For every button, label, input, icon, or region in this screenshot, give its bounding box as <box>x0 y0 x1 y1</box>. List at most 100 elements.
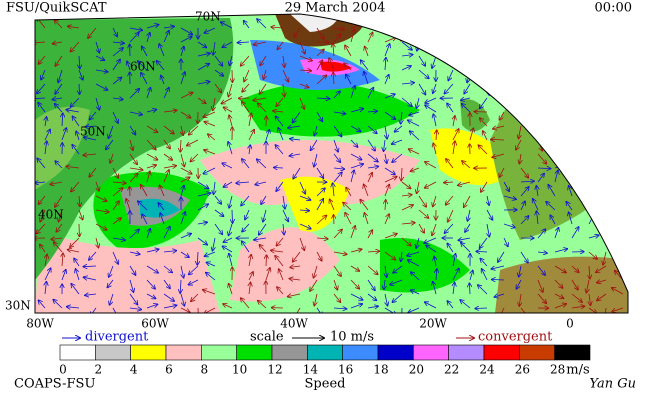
wind-arrow <box>146 304 158 309</box>
wind-arrow <box>480 118 488 127</box>
wind-arrow <box>333 44 334 57</box>
wind-arrow <box>333 172 342 183</box>
wind-arrow <box>487 55 490 68</box>
wind-arrow <box>464 55 471 67</box>
colorbar-cell <box>130 344 167 361</box>
colorbar-label: 20 <box>409 363 424 377</box>
wind-arrow <box>571 87 578 99</box>
wind-arrow <box>293 251 301 262</box>
wind-arrow <box>299 41 305 54</box>
colorbar-cell <box>342 344 379 361</box>
wind-arrow <box>180 72 185 85</box>
wind-arrow <box>461 98 471 100</box>
wind-arrow <box>605 56 619 57</box>
wind-arrow <box>316 238 328 239</box>
wind-arrow <box>483 131 488 141</box>
wind-arrow <box>468 209 471 221</box>
wind-arrow <box>95 83 108 90</box>
wind-arrow <box>249 113 251 127</box>
wind-arrow <box>555 170 558 183</box>
wind-arrow <box>146 165 156 168</box>
wind-arrow <box>208 134 216 141</box>
wind-arrow <box>245 209 250 220</box>
wind-arrow <box>364 213 369 225</box>
wind-arrow <box>180 36 192 43</box>
wind-arrow <box>95 210 109 212</box>
wind-arrow <box>569 186 573 197</box>
wind-arrow <box>418 83 426 95</box>
wind-arrow <box>214 209 224 216</box>
wind-arrow <box>520 46 530 57</box>
wind-arrow <box>537 112 550 113</box>
wind-arrow <box>589 125 590 137</box>
lon-label: 40W <box>280 317 308 331</box>
wind-arrow <box>141 73 148 85</box>
wind-arrow <box>367 166 378 168</box>
wind-arrow <box>605 181 616 191</box>
wind-arrow <box>604 167 606 179</box>
wind-arrow <box>254 42 267 45</box>
wind-arrow <box>425 97 437 103</box>
wind-arrow <box>129 279 134 292</box>
wind-arrow <box>385 58 386 71</box>
wind-arrow <box>350 249 362 252</box>
wind-arrow <box>367 153 378 162</box>
wind-arrow <box>571 171 578 183</box>
wind-arrow <box>537 279 543 292</box>
wind-arrow <box>604 307 607 313</box>
colorbar-cell <box>307 344 343 361</box>
wind-arrow <box>462 104 471 113</box>
wind-arrow <box>571 167 585 169</box>
wind-arrow <box>112 307 120 313</box>
wind-arrow <box>498 27 505 39</box>
wind-arrow <box>401 83 414 84</box>
wind-arrow <box>290 154 301 156</box>
wind-arrow <box>520 181 534 182</box>
wind-arrow <box>159 44 165 57</box>
wind-arrow <box>38 300 46 309</box>
wind-arrow <box>448 209 454 222</box>
wind-arrow <box>503 237 508 246</box>
wind-arrow <box>520 77 528 85</box>
wind-arrow <box>37 158 46 169</box>
wind-arrow <box>228 142 233 155</box>
wind-arrow <box>458 238 471 240</box>
wind-arrow <box>222 246 233 253</box>
wind-arrow <box>367 230 372 239</box>
wind-arrow <box>346 74 352 85</box>
lat-label: 40N <box>38 208 64 222</box>
wind-arrow <box>249 145 250 155</box>
wind-arrow <box>448 69 454 80</box>
wind-arrow <box>290 139 301 140</box>
wind-arrow <box>486 209 493 220</box>
wind-arrow <box>283 55 285 67</box>
map-border <box>34 13 629 314</box>
wind-arrow <box>395 125 403 132</box>
colorbar-label: 14 <box>303 363 319 377</box>
wind-arrow <box>401 237 411 246</box>
wind-arrow <box>408 260 420 267</box>
colorbar-label: 6 <box>165 363 173 377</box>
wind-arrow <box>494 294 505 297</box>
colorbar-label: 26 <box>515 363 530 377</box>
lat-label: 60N <box>130 60 156 74</box>
wind-arrow <box>401 167 402 181</box>
wind-arrow <box>401 111 402 124</box>
wind-arrow <box>96 181 99 191</box>
wind-arrow <box>604 27 606 38</box>
wind-arrow <box>95 195 107 201</box>
wind-arrow <box>197 193 211 197</box>
wind-arrow <box>619 41 624 54</box>
wind-arrow <box>588 179 598 182</box>
wind-arrow <box>589 197 591 211</box>
wind-arrow <box>55 195 63 207</box>
wind-arrow <box>554 153 565 159</box>
wind-arrow <box>447 243 454 253</box>
wind-arrow <box>519 265 521 277</box>
wind-arrow <box>283 83 285 97</box>
wind-arrow <box>350 139 358 147</box>
wind-arrow <box>282 69 288 82</box>
wind-arrow <box>361 60 369 71</box>
wind-arrow <box>197 97 206 103</box>
lon-label: 20W <box>419 317 447 331</box>
